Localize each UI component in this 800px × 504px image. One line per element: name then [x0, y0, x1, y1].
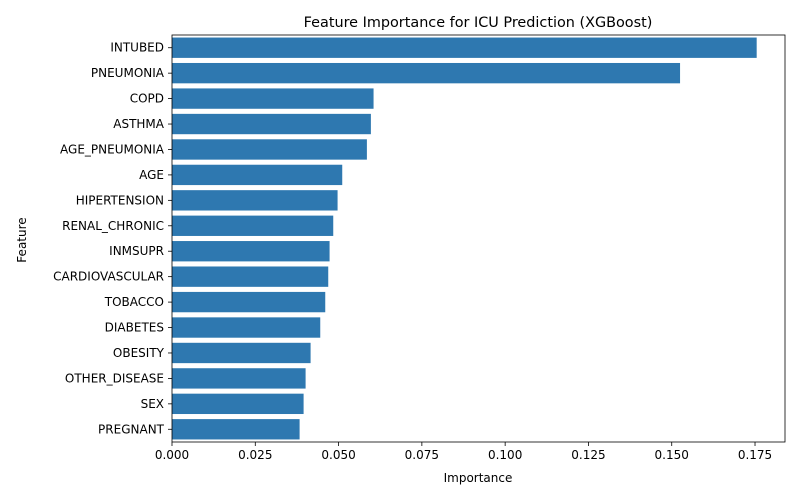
- bar-asthma: [172, 113, 371, 135]
- y-axis-title: Feature: [15, 217, 29, 262]
- x-tick-label: 0.075: [405, 448, 439, 462]
- axes-layer: [171, 34, 786, 443]
- x-tick-label: 0.150: [655, 448, 689, 462]
- y-tick-label: INMSUPR: [109, 244, 164, 258]
- y-tick-label: COPD: [130, 92, 164, 106]
- y-tick-label: RENAL_CHRONIC: [62, 219, 164, 233]
- x-axis-title: Importance: [444, 471, 513, 485]
- x-tick-label: 0.000: [155, 448, 189, 462]
- x-tick-label: 0.100: [488, 448, 522, 462]
- bar-renal-chronic: [172, 215, 334, 236]
- bar-other-disease: [172, 368, 306, 389]
- y-tick-label: TOBACCO: [104, 295, 164, 309]
- bar-hipertension: [172, 190, 338, 211]
- ticks-layer: INTUBED PNEUMONIA COPD ASTHMA AGE_PNEUMONIA A…: [53, 41, 772, 462]
- y-tick-label: AGE: [139, 168, 164, 182]
- bar-age: [172, 164, 343, 186]
- y-tick-label: OBESITY: [113, 346, 165, 360]
- y-tick-label: HIPERTENSION: [76, 193, 164, 207]
- chart-title: Feature Importance for ICU Prediction (X…: [304, 15, 653, 31]
- y-tick-label: PREGNANT: [98, 422, 165, 436]
- x-tick-label: 0.175: [738, 448, 772, 462]
- bar-copd: [172, 88, 374, 109]
- y-tick-label: AGE_PNEUMONIA: [60, 142, 165, 156]
- bar-cardiovascular: [172, 266, 329, 287]
- bar-intubed: [172, 37, 757, 58]
- y-tick-label: CARDIOVASCULAR: [53, 270, 164, 284]
- x-tick-label: 0.125: [571, 448, 605, 462]
- bars-layer: [172, 37, 757, 440]
- x-tick-label: 0.025: [238, 448, 272, 462]
- plot-frame: [171, 34, 786, 443]
- bar-tobacco: [172, 291, 326, 313]
- y-tick-label: PNEUMONIA: [91, 66, 165, 80]
- bar-diabetes: [172, 317, 321, 338]
- bar-pneumonia: [172, 62, 681, 84]
- bar-sex: [172, 393, 304, 415]
- bar-obesity: [172, 342, 311, 364]
- y-tick-label: OTHER_DISEASE: [65, 371, 164, 385]
- bar-age-pneumonia: [172, 139, 367, 160]
- bar-inmsupr: [172, 241, 330, 262]
- x-tick-label: 0.050: [321, 448, 355, 462]
- bar-pregnant: [172, 419, 300, 440]
- y-tick-label: SEX: [141, 397, 164, 411]
- y-tick-label: DIABETES: [105, 321, 164, 335]
- y-tick-label: INTUBED: [110, 41, 164, 55]
- y-tick-label: ASTHMA: [113, 117, 165, 131]
